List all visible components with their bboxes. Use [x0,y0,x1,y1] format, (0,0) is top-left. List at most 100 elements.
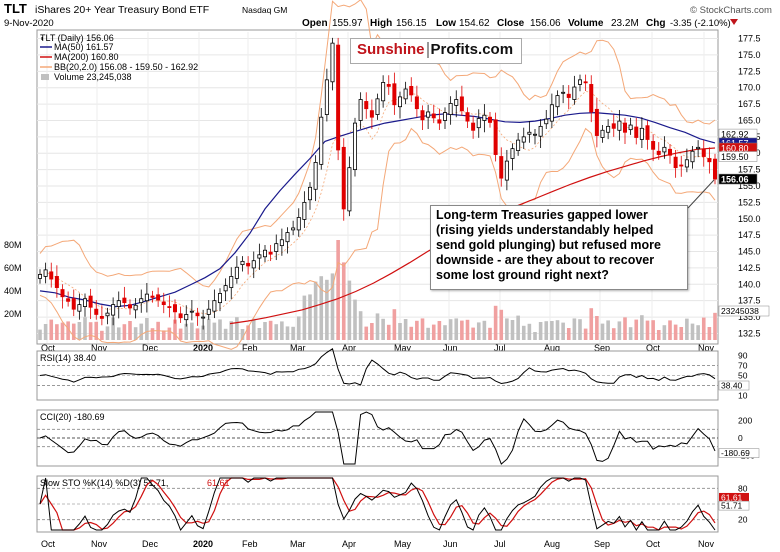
volume-bar [184,323,189,340]
sto-k-last-text: 51.71 [721,501,743,511]
sto-d-last-text: 61.61 [721,492,743,502]
candle-body [71,298,76,310]
candle-body [116,300,121,307]
security-name: iShares 20+ Year Treasury Bond ETF [35,4,209,16]
legend-ma200: MA(200) 160.80 [54,52,119,62]
candle-body [201,316,206,319]
candle-body [319,116,324,165]
candle-body [459,96,464,112]
candle-body [330,42,335,83]
candle-body [487,116,492,123]
volume-bar [167,327,172,340]
month-label: Jun [443,539,458,549]
candle-body [544,118,549,125]
candle-body [420,110,425,121]
candle-body [442,112,447,121]
open-label: Open [302,18,328,29]
volume-bar [223,328,228,340]
volume-bar [60,322,65,340]
candle-body [54,276,59,288]
price-gridlines [37,32,718,343]
volume-bar [673,324,678,340]
volume-value: 23.2M [611,18,639,29]
high-label: High [370,18,392,29]
volume-tick-label: 60M [4,263,22,273]
candle-body [296,217,301,231]
candle-body [448,103,453,115]
price-tick-label: 142.5 [738,263,761,273]
candle-body [392,83,397,106]
volume-bar [364,326,369,340]
price-tick-label: 135.0 [738,312,761,322]
rsi-line [37,348,718,386]
volume-bar [454,318,459,340]
candle-body [645,125,650,140]
candle-body [454,99,459,106]
month-label: Oct [41,343,56,353]
volume-bar [313,281,318,340]
price-tick-label: 157.5 [738,165,761,175]
volume-bar [595,316,599,340]
volume-bar [100,330,104,340]
volume-bar [161,330,166,340]
bb-lower [39,127,716,350]
price-tick-label: 167.5 [738,99,761,109]
volume-bar [645,320,650,340]
month-label: Nov [91,343,108,353]
volume-bar [375,313,380,340]
x-axis-main: Oct Nov Dec 2020 Feb Mar Apr May Jun Jul Aug Sep Oct… [41,343,715,353]
volume-bar [403,319,408,340]
sto-label-k: Slow STO %K(14) %D(3) 51.71, [40,478,168,488]
month-label: Dec [142,539,159,549]
volume-bar [229,321,234,340]
legend-volume: Volume 23,245,038 [54,72,132,82]
volume-bar [291,326,295,340]
month-label: Apr [342,343,356,353]
candle-body [690,150,695,163]
volume-tick-label: 20M [4,309,22,319]
candle-body [291,227,296,231]
candle-body [251,260,256,269]
candle-body [217,293,222,304]
volume-bar [640,315,644,340]
volume-bar [578,319,582,340]
candle-body [533,133,538,136]
candle-body [156,294,161,301]
candle-body [358,99,363,121]
volume-bar [583,328,588,340]
volume-bar [353,299,357,340]
cci-series [39,411,716,465]
rsi-series [39,348,716,386]
month-label: Oct [41,539,56,549]
volume-bar [38,329,42,340]
volume-tick-label: 80M [4,240,22,250]
price-tick-label: 175.0 [738,50,761,60]
volume-bar [589,308,594,340]
volume-bar [71,323,76,340]
volume-bar [66,321,70,340]
low-value: 154.62 [459,18,490,29]
volume-bar [268,320,273,340]
candle-body [662,146,667,153]
legend-ma50: MA(50) 161.57 [54,42,114,52]
chg-value: -3.35 (-2.10%) [670,18,731,29]
month-label: 2020 [193,539,213,549]
volume-bar [347,280,352,340]
candle-body [212,300,217,312]
candle-body [465,112,470,122]
volume-bar [392,309,397,340]
cci-tick-label: 0 [738,433,743,443]
volume-bar [257,328,262,340]
volume-bar [128,321,132,340]
candle-body [161,301,166,306]
volume-bar [381,318,385,340]
price-tick-label: 165.0 [738,115,761,125]
candle-body [285,232,290,243]
volume-tick-label: 40M [4,286,22,296]
candle-body [617,120,622,131]
date: 9-Nov-2020 [4,18,54,29]
cci-line [37,411,718,465]
volume-bar [696,325,700,340]
volume-bar [111,317,115,340]
month-label: Oct [646,343,661,353]
